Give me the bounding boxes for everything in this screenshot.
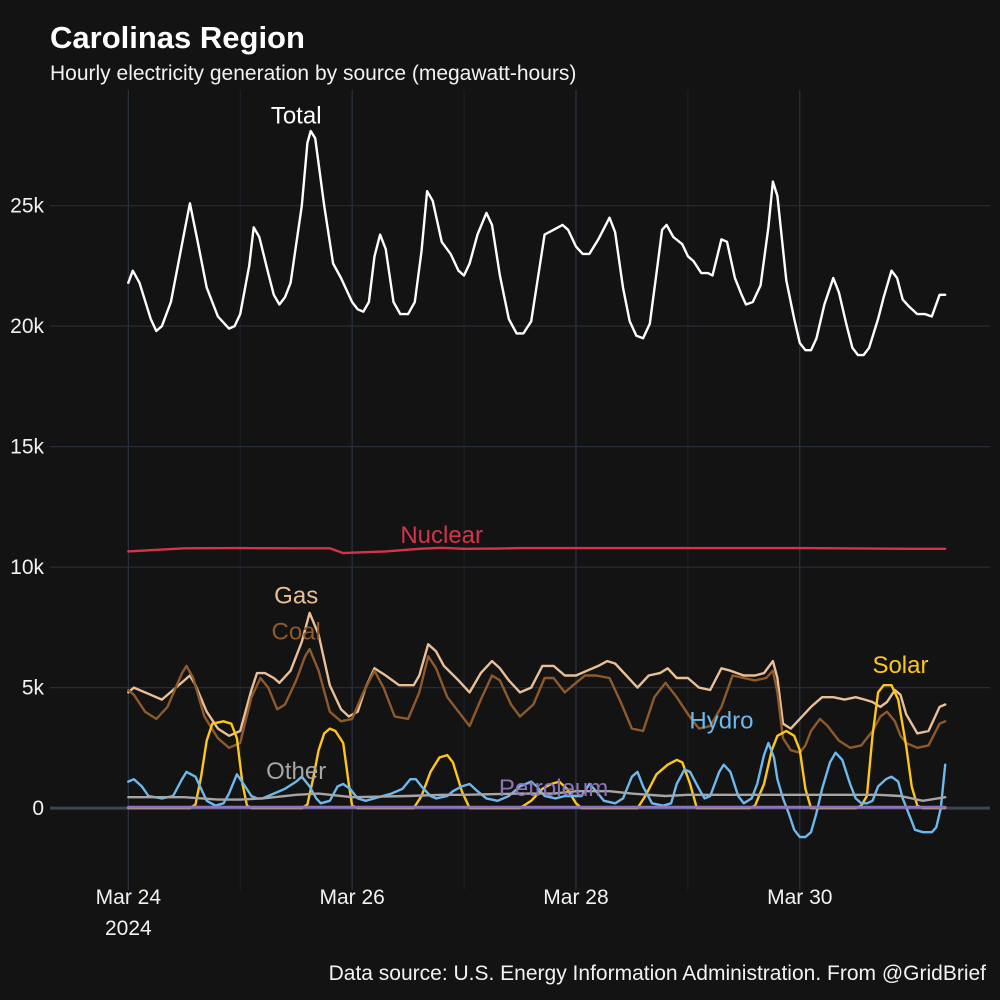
- chart-title: Carolinas Region: [50, 20, 305, 55]
- y-tick-label: 5k: [22, 677, 45, 700]
- series-line-gas: [127, 611, 947, 737]
- series-line-total: [127, 129, 947, 357]
- y-tick-label: 25k: [10, 195, 44, 218]
- series-label-nuclear: Nuclear: [400, 522, 483, 549]
- y-tick-label: 0: [32, 797, 44, 820]
- y-tick-label: 10k: [10, 556, 44, 579]
- x-tick-label: Mar 30: [767, 886, 832, 909]
- y-tick-label: 15k: [10, 436, 44, 459]
- y-tick-label: 20k: [10, 315, 44, 338]
- series-line-other: [127, 790, 947, 802]
- x-tick-sublabel: 2024: [105, 917, 152, 940]
- series-label-solar: Solar: [872, 652, 928, 679]
- series-label-petroleum: Petroleum: [499, 775, 608, 802]
- x-tick-label: Mar 26: [319, 886, 384, 909]
- series-label-other: Other: [266, 758, 326, 785]
- series-label-gas: Gas: [274, 582, 318, 609]
- series-line-hydro: [127, 741, 947, 839]
- series-label-total: Total: [271, 103, 322, 130]
- x-tick-label: Mar 24: [96, 886, 162, 909]
- series-line-nuclear: [127, 546, 947, 555]
- series-label-coal: Coal: [272, 618, 321, 645]
- series-line-coal: [127, 647, 947, 754]
- x-tick-label: Mar 28: [543, 886, 608, 909]
- chart-caption: Data source: U.S. Energy Information Adm…: [328, 962, 986, 985]
- series-label-hydro: Hydro: [689, 708, 753, 735]
- chart-subtitle: Hourly electricity generation by source …: [50, 62, 577, 85]
